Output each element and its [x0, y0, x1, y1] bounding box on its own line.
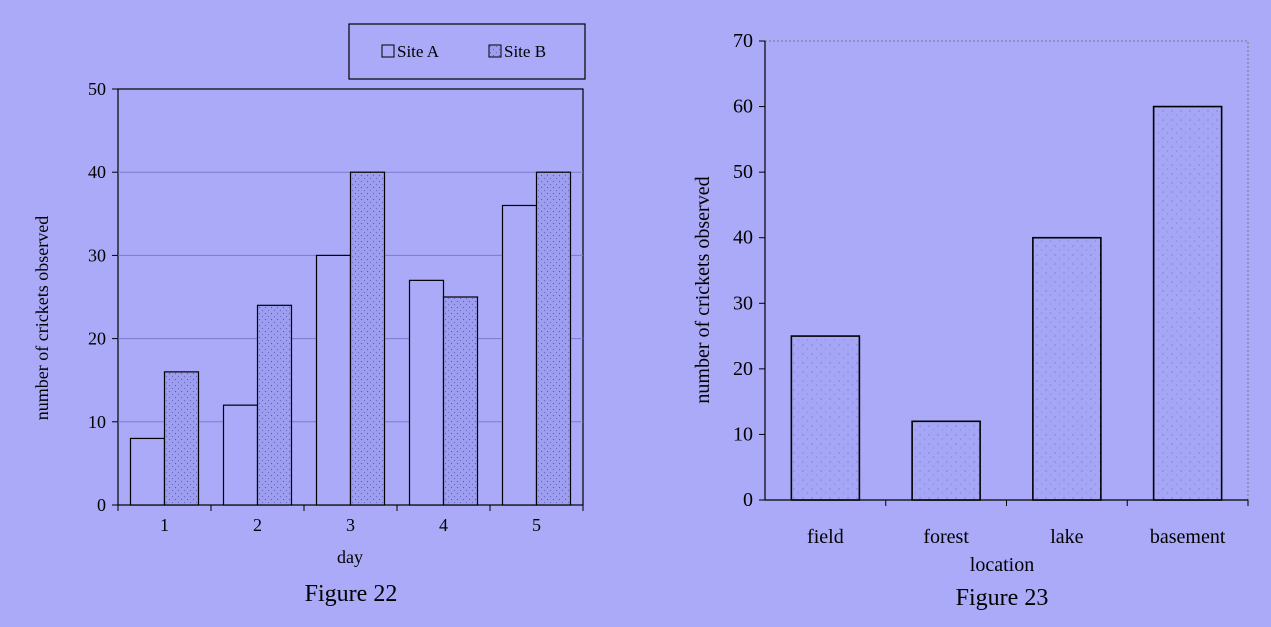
- y-tick-label: 30: [88, 245, 106, 265]
- y-tick-label: 20: [88, 329, 106, 349]
- figure-22-y-axis-label: number of crickets observed: [32, 216, 52, 420]
- figure-22-x-axis: 1 2 3 4 5: [117, 505, 584, 535]
- y-tick-label: 0: [743, 489, 753, 511]
- bar-lake: [1032, 236, 1102, 501]
- y-tick-label: 50: [88, 79, 106, 99]
- figure-23-x-axis: field forest lake basement: [807, 500, 1249, 548]
- bar-site-b-day-3: [349, 171, 386, 506]
- y-tick-label: 60: [733, 96, 753, 118]
- bar-site-a-day-2: [222, 404, 259, 506]
- y-tick-label: 40: [733, 227, 753, 249]
- y-tick-label: 10: [88, 412, 106, 432]
- legend-swatch-site-b: [488, 44, 502, 58]
- legend-label-site-a: Site A: [397, 42, 440, 61]
- bar-site-a-day-1: [129, 437, 166, 506]
- figure-22-bars: [129, 171, 572, 506]
- x-tick-label: 1: [160, 515, 169, 535]
- figure-23-x-axis-label: location: [970, 554, 1034, 576]
- bar-field: [790, 335, 861, 501]
- bar-site-b-day-4: [442, 296, 479, 506]
- bar-site-b-day-1: [163, 371, 200, 506]
- y-tick-label: 20: [733, 358, 753, 380]
- figure-22-chart: 0 10 20 30 40 50 1 2 3 4 5 Site A Site B number o…: [32, 23, 586, 607]
- figure-23-caption: Figure 23: [956, 585, 1049, 611]
- x-tick-label: forest: [923, 526, 969, 548]
- bar-site-a-day-3: [315, 254, 352, 506]
- legend-label-site-b: Site B: [504, 42, 546, 61]
- figure-22-legend: Site A Site B: [348, 23, 586, 80]
- y-tick-label: 50: [733, 161, 753, 183]
- figure-23-y-axis: 0 10 20 30 40 50 60 70: [733, 30, 765, 511]
- figure-22-caption: Figure 22: [305, 581, 398, 607]
- x-tick-label: basement: [1150, 526, 1226, 548]
- y-tick-label: 30: [733, 292, 753, 314]
- x-tick-label: 5: [532, 515, 541, 535]
- bar-basement: [1152, 105, 1223, 501]
- x-tick-label: field: [807, 526, 844, 548]
- bar-site-b-day-2: [256, 304, 293, 506]
- figure-22-x-axis-label: day: [337, 547, 363, 567]
- bar-site-a-day-4: [408, 279, 445, 506]
- bar-site-b-day-5: [535, 171, 572, 506]
- x-tick-label: lake: [1050, 526, 1083, 548]
- y-tick-label: 70: [733, 30, 753, 52]
- legend-swatch-site-a: [381, 44, 395, 58]
- y-tick-label: 40: [88, 162, 106, 182]
- y-tick-label: 10: [733, 423, 753, 445]
- figure-23-y-axis-label: number of crickets observed: [692, 176, 714, 403]
- bar-site-a-day-5: [501, 204, 538, 506]
- x-tick-label: 3: [346, 515, 355, 535]
- bar-forest: [911, 420, 981, 501]
- y-tick-label: 0: [97, 495, 106, 515]
- x-tick-label: 2: [253, 515, 262, 535]
- figure-22-y-axis: 0 10 20 30 40 50: [88, 79, 118, 515]
- x-tick-label: 4: [439, 515, 448, 535]
- figure-23-bars: [790, 105, 1223, 501]
